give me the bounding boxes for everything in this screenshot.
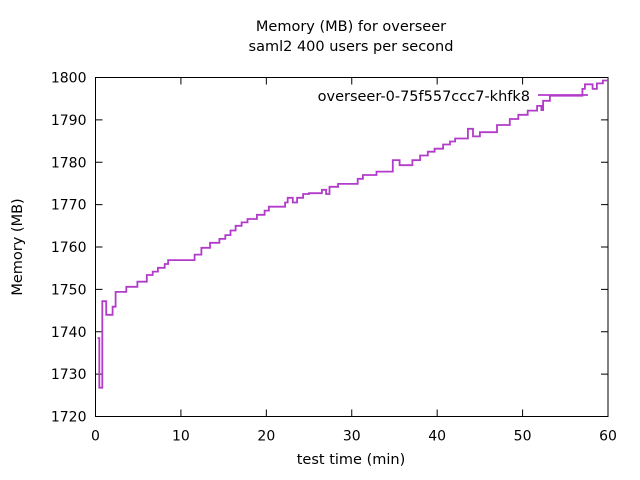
y-axis-title: Memory (MB) bbox=[10, 198, 26, 295]
x-tick-label: 50 bbox=[514, 429, 532, 445]
y-tick-label: 1780 bbox=[51, 155, 87, 171]
chart-title-line2: saml2 400 users per second bbox=[249, 39, 454, 55]
x-axis-title: test time (min) bbox=[297, 452, 405, 468]
x-tick-label: 10 bbox=[172, 429, 190, 445]
memory-series-line bbox=[97, 79, 608, 389]
y-tick-label: 1760 bbox=[51, 240, 87, 256]
y-tick-label: 1790 bbox=[51, 113, 87, 129]
legend-series-label: overseer-0-75f557ccc7-khfk8 bbox=[318, 89, 530, 105]
chart-title-line1: Memory (MB) for overseer bbox=[256, 19, 446, 35]
x-tick-label: 20 bbox=[257, 429, 275, 445]
plot-area: 0 10 20 30 40 50 60 1720 1730 1740 1750 1760 1770 178… bbox=[51, 71, 617, 445]
y-tick-label: 1770 bbox=[51, 198, 87, 214]
y-tick-label: 1800 bbox=[51, 71, 87, 87]
x-tick-label: 60 bbox=[599, 429, 617, 445]
y-tick-label: 1730 bbox=[51, 367, 87, 383]
x-tick-label: 30 bbox=[343, 429, 361, 445]
x-tick-label: 0 bbox=[91, 429, 100, 445]
y-tick-label: 1740 bbox=[51, 325, 87, 341]
x-tick-label: 40 bbox=[428, 429, 446, 445]
plot-border bbox=[95, 77, 609, 417]
y-tick-label: 1750 bbox=[51, 282, 87, 298]
y-tick-label: 1720 bbox=[51, 410, 87, 426]
